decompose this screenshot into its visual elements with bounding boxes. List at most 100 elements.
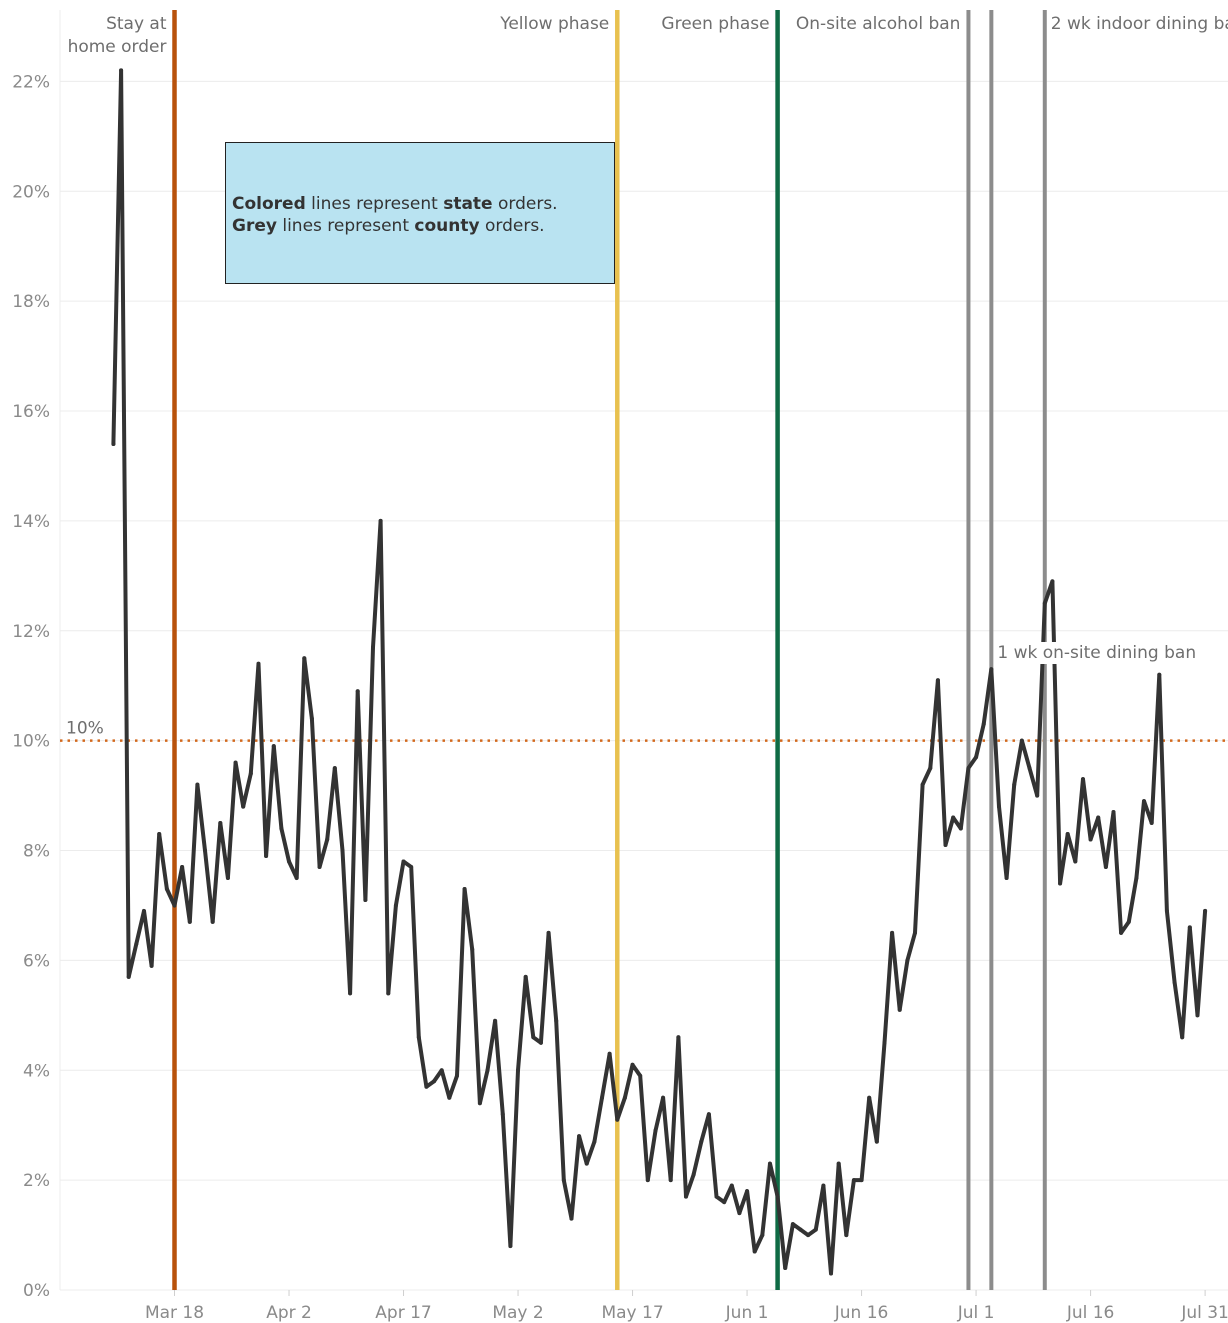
data-point — [531, 1035, 536, 1040]
data-point — [233, 760, 238, 765]
data-point — [287, 859, 292, 864]
data-point — [111, 441, 116, 446]
data-point — [806, 1233, 811, 1238]
event-label: 1 wk on-site dining ban — [997, 643, 1196, 663]
note-text: lines represent — [276, 216, 415, 236]
data-point — [1103, 864, 1108, 869]
data-point — [974, 755, 979, 760]
data-point — [699, 1139, 704, 1144]
data-point — [737, 1211, 742, 1216]
data-point — [172, 903, 177, 908]
data-point — [745, 1189, 750, 1194]
data-point — [1012, 782, 1017, 787]
data-point — [897, 1007, 902, 1012]
y-tick-label: 12% — [12, 622, 50, 642]
data-point — [1111, 810, 1116, 815]
data-point — [119, 68, 124, 73]
data-point — [683, 1194, 688, 1199]
note-bold-county: county — [414, 216, 480, 236]
data-point — [126, 974, 131, 979]
x-axis: Mar 18 Apr 2 Apr 17 May 2 May 17 Jun 1 Jun 16 J… — [145, 1290, 1228, 1323]
data-point — [348, 991, 353, 996]
data-point — [1180, 1035, 1185, 1040]
data-point — [722, 1200, 727, 1205]
data-point — [661, 1095, 666, 1100]
x-tick-label: Jul 1 — [957, 1303, 995, 1323]
data-point — [462, 886, 467, 891]
data-point — [836, 1161, 841, 1166]
data-point — [149, 963, 154, 968]
data-point — [241, 804, 246, 809]
x-tick-label: Jul 31 — [1180, 1303, 1228, 1323]
data-point — [325, 837, 330, 842]
event-label: Stay at home order — [68, 14, 167, 57]
data-point — [1027, 766, 1032, 771]
note-line-1: Colored lines represent state orders. — [232, 193, 614, 215]
y-tick-label: 16% — [12, 402, 50, 422]
data-point — [905, 958, 910, 963]
data-point — [523, 974, 528, 979]
data-point — [958, 826, 963, 831]
data-point — [1088, 837, 1093, 842]
data-point — [157, 832, 162, 837]
y-tick-label: 22% — [12, 72, 50, 92]
data-point — [989, 667, 994, 672]
data-point — [913, 930, 918, 935]
data-point — [615, 1117, 620, 1122]
x-tick-label: Mar 18 — [145, 1303, 204, 1323]
data-point — [1065, 832, 1070, 837]
data-point — [790, 1222, 795, 1227]
data-point — [302, 656, 307, 661]
x-tick-label: Apr 2 — [266, 1303, 312, 1323]
data-point — [393, 903, 398, 908]
data-point — [141, 908, 146, 913]
note-bold-grey: Grey — [232, 216, 277, 236]
data-point — [187, 919, 192, 924]
data-point — [600, 1095, 605, 1100]
data-point — [714, 1194, 719, 1199]
note-text: lines represent — [305, 194, 444, 214]
note-line-2: Grey lines represent county orders. — [232, 215, 614, 237]
data-point — [500, 1112, 505, 1117]
data-point — [195, 782, 200, 787]
data-point — [943, 843, 948, 848]
data-point — [821, 1183, 826, 1188]
data-point — [134, 941, 139, 946]
data-point — [439, 1068, 444, 1073]
y-tick-label: 6% — [23, 951, 50, 971]
data-point — [935, 678, 940, 683]
data-point — [409, 864, 414, 869]
data-point — [256, 661, 261, 666]
y-tick-label: 0% — [23, 1281, 50, 1301]
data-point — [180, 864, 185, 869]
data-point — [516, 1068, 521, 1073]
data-point — [1096, 815, 1101, 820]
x-tick-label: Jun 1 — [725, 1303, 769, 1323]
data-point — [317, 864, 322, 869]
data-point — [508, 1244, 513, 1249]
data-point — [676, 1035, 681, 1040]
data-point — [370, 645, 375, 650]
data-point — [225, 875, 230, 880]
note-bold-colored: Colored — [232, 194, 306, 214]
data-point — [279, 826, 284, 831]
data-point — [813, 1227, 818, 1232]
event-label: Green phase — [661, 14, 769, 34]
data-point — [691, 1172, 696, 1177]
data-point — [928, 766, 933, 771]
data-point — [485, 1068, 490, 1073]
data-point — [561, 1178, 566, 1183]
data-point — [332, 766, 337, 771]
data-point — [622, 1095, 627, 1100]
data-point — [1126, 919, 1131, 924]
x-tick-label: Apr 17 — [375, 1303, 431, 1323]
data-point — [760, 1233, 765, 1238]
data-point — [1142, 799, 1147, 804]
data-point — [1164, 908, 1169, 913]
data-point — [203, 848, 208, 853]
event-label-background — [995, 642, 1199, 664]
data-point — [859, 1178, 864, 1183]
data-point — [798, 1227, 803, 1232]
y-tick-label: 20% — [12, 182, 50, 202]
data-point — [1019, 738, 1024, 743]
